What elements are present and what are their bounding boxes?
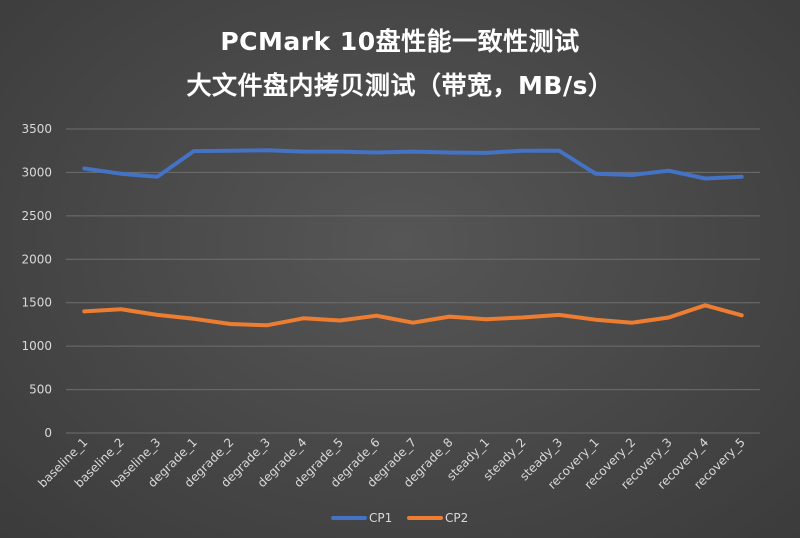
x-axis-ticks: baseline_1baseline_2baseline_3degrade_1d… xyxy=(35,435,748,492)
y-tick-label: 3500 xyxy=(21,122,52,136)
y-tick-label: 500 xyxy=(29,383,52,397)
y-tick-label: 1000 xyxy=(21,339,52,353)
series-line-cp1 xyxy=(82,148,744,181)
chart-title: PCMark 10盘性能一致性测试 xyxy=(220,27,580,56)
y-tick-label: 2500 xyxy=(21,209,52,223)
gridlines xyxy=(66,128,760,434)
legend-label-cp2: CP2 xyxy=(445,511,468,525)
series-lines xyxy=(82,148,744,328)
legend: CP1 CP2 xyxy=(331,511,468,525)
y-tick-label: 3000 xyxy=(21,165,52,179)
chart-subtitle: 大文件盘内拷贝测试（带宽，MB/s） xyxy=(186,71,614,100)
legend-label-cp1: CP1 xyxy=(369,511,392,525)
y-axis-ticks: 0 500 1000 1500 2000 2500 3000 3500 xyxy=(21,122,52,440)
y-tick-label: 1500 xyxy=(21,296,52,310)
y-tick-label: 2000 xyxy=(21,252,52,266)
y-tick-label: 0 xyxy=(44,426,52,440)
series-line-cp2 xyxy=(82,303,744,328)
